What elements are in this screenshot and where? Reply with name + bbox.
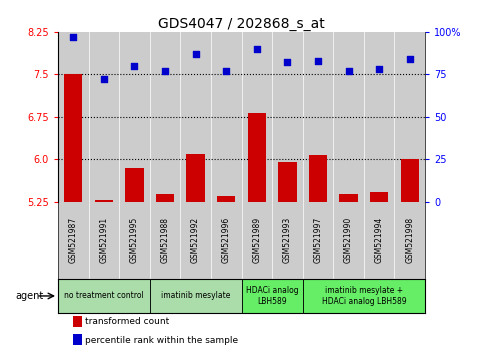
Text: GSM521997: GSM521997 xyxy=(313,217,323,263)
FancyBboxPatch shape xyxy=(303,279,425,313)
Bar xyxy=(64,74,83,202)
Text: GSM521998: GSM521998 xyxy=(405,217,414,263)
Bar xyxy=(278,162,297,202)
Point xyxy=(130,63,138,69)
Bar xyxy=(248,113,266,202)
Bar xyxy=(72,334,82,345)
Bar xyxy=(186,154,205,202)
Text: GSM521991: GSM521991 xyxy=(99,217,108,263)
Text: HDACi analog
LBH589: HDACi analog LBH589 xyxy=(246,286,298,306)
Point xyxy=(192,51,199,57)
Text: GSM521988: GSM521988 xyxy=(160,217,170,263)
Point xyxy=(161,68,169,74)
Text: imatinib mesylate: imatinib mesylate xyxy=(161,291,230,301)
Text: no treatment control: no treatment control xyxy=(64,291,144,301)
FancyBboxPatch shape xyxy=(58,279,150,313)
Bar xyxy=(400,159,419,202)
Bar xyxy=(370,192,388,202)
Point xyxy=(375,67,383,72)
Bar xyxy=(125,168,143,202)
FancyBboxPatch shape xyxy=(242,279,303,313)
Text: percentile rank within the sample: percentile rank within the sample xyxy=(85,336,239,345)
Title: GDS4047 / 202868_s_at: GDS4047 / 202868_s_at xyxy=(158,17,325,31)
Bar xyxy=(156,194,174,202)
Bar xyxy=(309,155,327,202)
Text: GSM521993: GSM521993 xyxy=(283,217,292,263)
Point xyxy=(314,58,322,64)
Text: GSM521995: GSM521995 xyxy=(130,217,139,263)
Text: GSM521994: GSM521994 xyxy=(375,217,384,263)
Bar xyxy=(72,316,82,326)
Text: transformed count: transformed count xyxy=(85,317,170,326)
Point xyxy=(406,56,413,62)
Point xyxy=(345,68,353,74)
Text: GSM521996: GSM521996 xyxy=(222,217,231,263)
Bar xyxy=(217,196,235,202)
Point xyxy=(253,46,261,52)
Point xyxy=(284,59,291,65)
Text: agent: agent xyxy=(15,291,43,301)
Bar xyxy=(95,200,113,202)
Text: GSM521990: GSM521990 xyxy=(344,217,353,263)
Point xyxy=(222,68,230,74)
Text: GSM521987: GSM521987 xyxy=(69,217,78,263)
FancyBboxPatch shape xyxy=(150,279,242,313)
Bar xyxy=(340,194,358,202)
Point xyxy=(70,34,77,40)
Point xyxy=(100,76,108,82)
Text: GSM521992: GSM521992 xyxy=(191,217,200,263)
Text: GSM521989: GSM521989 xyxy=(252,217,261,263)
Text: imatinib mesylate +
HDACi analog LBH589: imatinib mesylate + HDACi analog LBH589 xyxy=(322,286,406,306)
